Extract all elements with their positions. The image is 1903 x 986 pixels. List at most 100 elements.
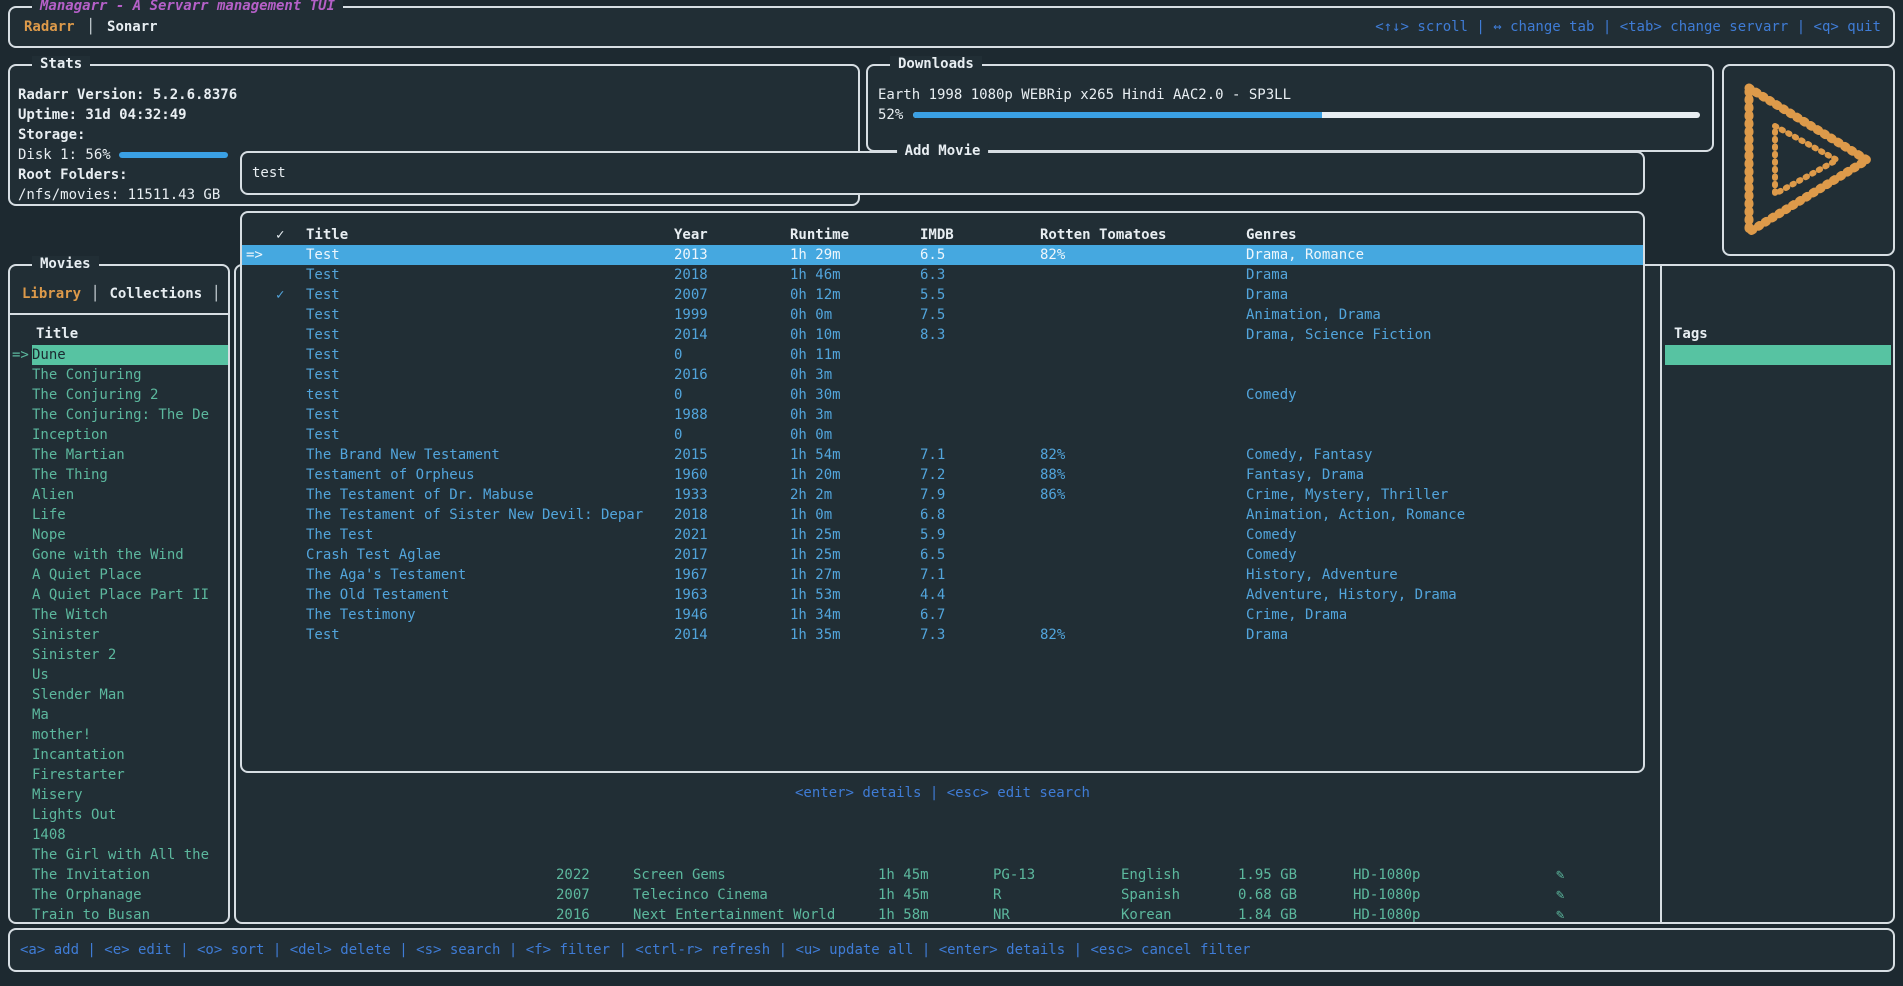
result-imdb: 6.5: [920, 547, 946, 563]
add-movie-search-input[interactable]: [242, 153, 1643, 193]
result-runtime: 1h 35m: [790, 627, 841, 643]
movie-title: Sinister: [32, 627, 100, 643]
result-imdb: 6.8: [920, 507, 946, 523]
result-row[interactable]: Test 1988 0h 3m: [242, 405, 1643, 425]
selection-arrow: [10, 585, 32, 605]
movie-title: 1408: [32, 827, 66, 843]
movie-list-item[interactable]: Life: [10, 505, 228, 525]
result-row[interactable]: => Test 2013 1h 29m 6.5 82% Drama, Roman…: [242, 245, 1643, 265]
movie-list-item[interactable]: The Conjuring 2: [10, 385, 228, 405]
movie-list-item[interactable]: The Witch: [10, 605, 228, 625]
movie-list-item[interactable]: The Girl with All the: [10, 845, 228, 865]
selection-arrow: [10, 665, 32, 685]
result-imdb: 7.1: [920, 447, 946, 463]
result-row[interactable]: ✓ Test 2007 0h 12m 5.5 Drama: [242, 285, 1643, 305]
movie-list-item[interactable]: The Conjuring: [10, 365, 228, 385]
movie-list-item[interactable]: A Quiet Place: [10, 565, 228, 585]
selection-arrow: [10, 825, 32, 845]
movies-panel-title: Movies: [32, 256, 99, 272]
result-row[interactable]: Testament of Orpheus 1960 1h 20m 7.2 88%…: [242, 465, 1643, 485]
tab-library[interactable]: Library: [22, 286, 82, 302]
result-genres: Drama, Romance: [1246, 247, 1365, 263]
selection-arrow: [10, 725, 32, 745]
selection-arrow: [242, 585, 276, 605]
result-row[interactable]: Test 2014 0h 10m 8.3 Drama, Science Fict…: [242, 325, 1643, 345]
result-row[interactable]: Test 2016 0h 3m: [242, 365, 1643, 385]
movie-list-item[interactable]: The Thing: [10, 465, 228, 485]
result-row[interactable]: The Testimony 1946 1h 34m 6.7 Crime, Dra…: [242, 605, 1643, 625]
check-icon: [276, 405, 306, 425]
movie-list-item[interactable]: Misery: [10, 785, 228, 805]
result-genres: Crime, Drama: [1246, 607, 1348, 623]
movie-list-item[interactable]: 1408: [10, 825, 228, 845]
result-row[interactable]: The Aga's Testament 1967 1h 27m 7.1 Hist…: [242, 565, 1643, 585]
movie-list-item[interactable]: Inception: [10, 425, 228, 445]
movie-list-item[interactable]: => Dune: [10, 345, 228, 365]
movie-list-item[interactable]: Firestarter: [10, 765, 228, 785]
movie-runtime: 1h 58m: [878, 907, 929, 923]
movie-list-item[interactable]: Nope: [10, 525, 228, 545]
result-row[interactable]: The Testament of Dr. Mabuse 1933 2h 2m 7…: [242, 485, 1643, 505]
result-row[interactable]: Test 2018 1h 46m 6.3 Drama: [242, 265, 1643, 285]
tag-selected-row[interactable]: [1665, 345, 1891, 365]
result-genres: Animation, Action, Romance: [1246, 507, 1466, 523]
movie-list-item[interactable]: The Conjuring: The De: [10, 405, 228, 425]
result-row[interactable]: The Brand New Testament 2015 1h 54m 7.1 …: [242, 445, 1643, 465]
tab-sonarr[interactable]: Sonarr: [107, 19, 158, 35]
result-row[interactable]: The Testament of Sister New Devil: Depar…: [242, 505, 1643, 525]
movie-list-item[interactable]: A Quiet Place Part II: [10, 585, 228, 605]
download-progress-bar: [913, 112, 1700, 118]
result-imdb: 6.5: [920, 247, 946, 263]
result-row[interactable]: Test 0 0h 11m: [242, 345, 1643, 365]
result-genres: Comedy: [1246, 387, 1297, 403]
result-row[interactable]: The Test 2021 1h 25m 5.9 Comedy: [242, 525, 1643, 545]
movie-list-item[interactable]: The Invitation: [10, 865, 228, 885]
result-genres: [1246, 345, 1643, 365]
movie-list-item[interactable]: The Orphanage: [10, 885, 228, 905]
result-row[interactable]: Test 2014 1h 35m 7.3 82% Drama: [242, 625, 1643, 645]
tab-radarr[interactable]: Radarr: [24, 19, 75, 35]
result-imdb: 7.3: [920, 627, 946, 643]
selection-arrow: [242, 425, 276, 445]
result-runtime: 0h 11m: [790, 347, 841, 363]
downloads-panel-title: Downloads: [890, 56, 982, 72]
movie-list-item[interactable]: Alien: [10, 485, 228, 505]
movie-list-item[interactable]: mother!: [10, 725, 228, 745]
movie-list-item[interactable]: Train to Busan: [10, 905, 228, 925]
movie-title: Train to Busan: [32, 907, 151, 923]
download-item[interactable]: Earth 1998 1080p WEBRip x265 Hindi AAC2.…: [878, 87, 1292, 103]
disk-usage: Disk 1: 56%: [18, 145, 858, 165]
movie-list-item[interactable]: Slender Man: [10, 685, 228, 705]
download-progress: 52%: [878, 105, 1702, 125]
library-row[interactable]: 2022 Screen Gems 1h 45m PG-13 English 1.…: [236, 865, 1893, 885]
result-row[interactable]: Test 0 0h 0m: [242, 425, 1643, 445]
result-rotten-tomatoes: [1040, 525, 1246, 545]
movie-list-item[interactable]: Sinister: [10, 625, 228, 645]
result-row[interactable]: test 0 0h 30m Comedy: [242, 385, 1643, 405]
movie-list-item[interactable]: Incantation: [10, 745, 228, 765]
movie-list-item[interactable]: Sinister 2: [10, 645, 228, 665]
result-runtime: 1h 46m: [790, 267, 841, 283]
result-row[interactable]: The Old Testament 1963 1h 53m 4.4 Advent…: [242, 585, 1643, 605]
selection-arrow: [242, 285, 276, 305]
selection-arrow: [10, 385, 32, 405]
movie-list-item[interactable]: Ma: [10, 705, 228, 725]
movie-list-item[interactable]: The Martian: [10, 445, 228, 465]
check-icon: [276, 525, 306, 545]
movie-title: Ma: [32, 707, 49, 723]
check-icon: [276, 565, 306, 585]
library-row[interactable]: 2016 Next Entertainment World 1h 58m NR …: [236, 905, 1893, 925]
result-genres: [1246, 365, 1643, 385]
result-row[interactable]: Crash Test Aglae 2017 1h 25m 6.5 Comedy: [242, 545, 1643, 565]
library-row[interactable]: 2007 Telecinco Cinema 1h 45m R Spanish 0…: [236, 885, 1893, 905]
movies-tabs: Library │ Collections │: [22, 282, 221, 306]
result-title: The Brand New Testament: [306, 447, 500, 463]
movie-list-item[interactable]: Us: [10, 665, 228, 685]
result-imdb: 6.3: [920, 267, 946, 283]
movie-list-item[interactable]: Lights Out: [10, 805, 228, 825]
result-row[interactable]: Test 1999 0h 0m 7.5 Animation, Drama: [242, 305, 1643, 325]
result-rotten-tomatoes: [1040, 345, 1246, 365]
tab-collections[interactable]: Collections: [109, 286, 203, 302]
movie-list-item[interactable]: Gone with the Wind: [10, 545, 228, 565]
result-rotten-tomatoes: [1040, 425, 1246, 445]
